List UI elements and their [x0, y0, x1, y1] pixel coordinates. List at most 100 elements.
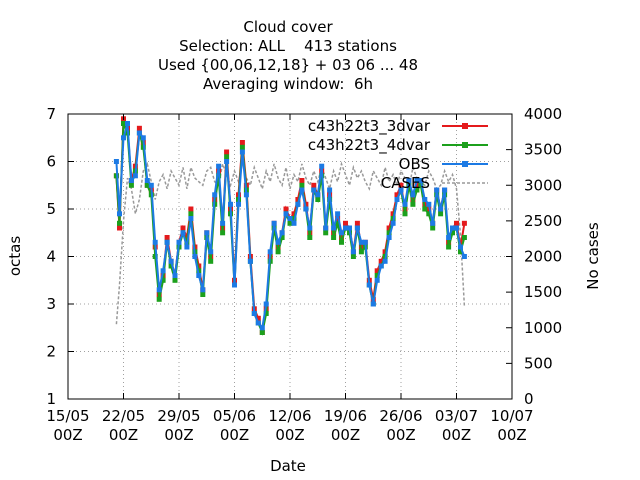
data-point-c43h22t3-4dvar	[299, 182, 305, 188]
data-point-obs	[271, 220, 277, 226]
data-point-c43h22t3-4dvar	[426, 211, 432, 217]
cases-series-layer	[115, 161, 466, 325]
data-point-obs	[121, 135, 126, 141]
data-point-obs	[343, 225, 348, 231]
data-point-c43h22t3-4dvar	[323, 230, 329, 236]
data-point-c43h22t3-4dvar	[461, 235, 467, 240]
data-point-obs	[354, 225, 360, 231]
data-point-obs	[434, 187, 440, 193]
y2-tick-label: 1000	[524, 319, 562, 337]
data-point-obs	[239, 149, 245, 155]
y2-tick-label: 1500	[524, 283, 562, 301]
x-tick-hour: 00Z	[164, 426, 193, 444]
data-point-obs	[152, 239, 158, 245]
data-point-obs	[180, 230, 186, 236]
data-point-c43h22t3-4dvar	[208, 258, 214, 264]
data-point-obs	[418, 178, 424, 183]
data-point-obs	[168, 258, 174, 264]
data-point-c43h22t3-4dvar	[275, 249, 281, 255]
y-axis-label: octas	[6, 236, 24, 276]
data-point-obs	[339, 230, 344, 236]
data-point-obs	[212, 192, 218, 198]
data-point-c43h22t3-4dvar	[144, 182, 150, 188]
data-point-obs	[398, 187, 404, 193]
data-point-obs	[374, 277, 380, 283]
data-point-obs	[259, 325, 265, 331]
data-point-c43h22t3-3dvar	[454, 220, 459, 226]
data-point-obs	[128, 178, 134, 183]
data-point-obs	[156, 287, 162, 293]
data-point-c43h22t3-4dvar	[339, 239, 344, 245]
x-tick-hour: 00Z	[109, 426, 138, 444]
data-point-c43h22t3-3dvar	[299, 178, 305, 183]
legend-marker-c43h22t3-3dvar	[462, 123, 468, 129]
data-point-c43h22t3-4dvar	[259, 330, 265, 335]
y2-tick-label: 4000	[524, 105, 562, 123]
y2-tick-label: 3000	[524, 176, 562, 194]
data-point-obs	[358, 239, 364, 245]
data-point-c43h22t3-4dvar	[410, 201, 416, 207]
legend-label-obs: OBS	[399, 155, 430, 173]
data-point-obs	[378, 263, 384, 269]
data-point-obs	[454, 225, 459, 231]
data-point-c43h22t3-3dvar	[283, 206, 289, 212]
data-point-c43h22t3-4dvar	[287, 220, 293, 226]
y-tick-label: 6	[46, 153, 56, 171]
data-point-obs	[160, 268, 166, 274]
x-tick-hour: 00Z	[442, 426, 471, 444]
legend-label-cases: CASES	[381, 174, 430, 192]
data-point-c43h22t3-3dvar	[164, 235, 170, 240]
data-point-obs	[283, 211, 289, 217]
data-point-obs	[247, 258, 253, 264]
data-point-c43h22t3-4dvar	[402, 211, 408, 217]
data-point-c43h22t3-4dvar	[386, 230, 392, 236]
data-point-c43h22t3-3dvar	[136, 125, 142, 131]
y-axis: 1 2 3 4 5 6 7	[46, 105, 74, 408]
y-tick-label: 4	[46, 248, 56, 266]
data-point-c43h22t3-4dvar	[121, 121, 126, 126]
x-tick-label: 15/05 00Z	[46, 407, 89, 444]
x-tick-label: 12/06 00Z	[268, 407, 311, 444]
x-tick-label: 22/05 00Z	[102, 407, 145, 444]
data-point-obs	[228, 201, 233, 207]
x-tick-label: 19/06 00Z	[324, 407, 367, 444]
data-point-obs	[430, 220, 436, 226]
y2-axis: 0 500 1000 1500 2000 2500 3000 3500 4000	[506, 105, 562, 408]
x-tick-hour: 00Z	[331, 426, 360, 444]
data-point-c43h22t3-4dvar	[422, 206, 428, 212]
y2-tick-label: 0	[524, 390, 534, 408]
data-point-obs	[394, 197, 400, 202]
data-point-obs	[422, 197, 428, 202]
data-point-obs	[442, 187, 448, 193]
x-tick-hour: 00Z	[386, 426, 415, 444]
data-point-obs	[172, 273, 178, 278]
data-point-c43h22t3-3dvar	[354, 220, 360, 226]
data-point-obs	[461, 254, 467, 259]
data-point-c43h22t3-4dvar	[358, 249, 364, 255]
data-point-obs	[196, 273, 202, 278]
data-point-obs	[267, 249, 273, 255]
legend-label-c43h22t3-3dvar: c43h22t3_3dvar	[308, 117, 431, 136]
plot-frame	[67, 113, 513, 400]
x-axis-label: Date	[270, 457, 306, 475]
x-tick-hour: 00Z	[497, 426, 526, 444]
data-point-obs	[204, 230, 210, 236]
data-point-c43h22t3-4dvar	[263, 311, 269, 316]
data-point-obs	[287, 216, 293, 221]
x-tick-date: 19/06	[324, 407, 367, 425]
x-tick-hour: 00Z	[220, 426, 249, 444]
data-point-obs	[410, 192, 416, 198]
data-point-obs	[140, 135, 146, 141]
data-point-c43h22t3-3dvar	[378, 258, 384, 264]
data-point-obs	[192, 254, 198, 259]
data-point-obs	[243, 192, 249, 198]
data-point-obs	[315, 192, 321, 198]
data-point-obs	[311, 187, 317, 193]
y2-axis-label: No cases	[584, 222, 602, 290]
data-point-obs	[323, 225, 329, 231]
x-tick-label: 03/07 00Z	[435, 407, 478, 444]
y-tick-label: 5	[46, 200, 56, 218]
